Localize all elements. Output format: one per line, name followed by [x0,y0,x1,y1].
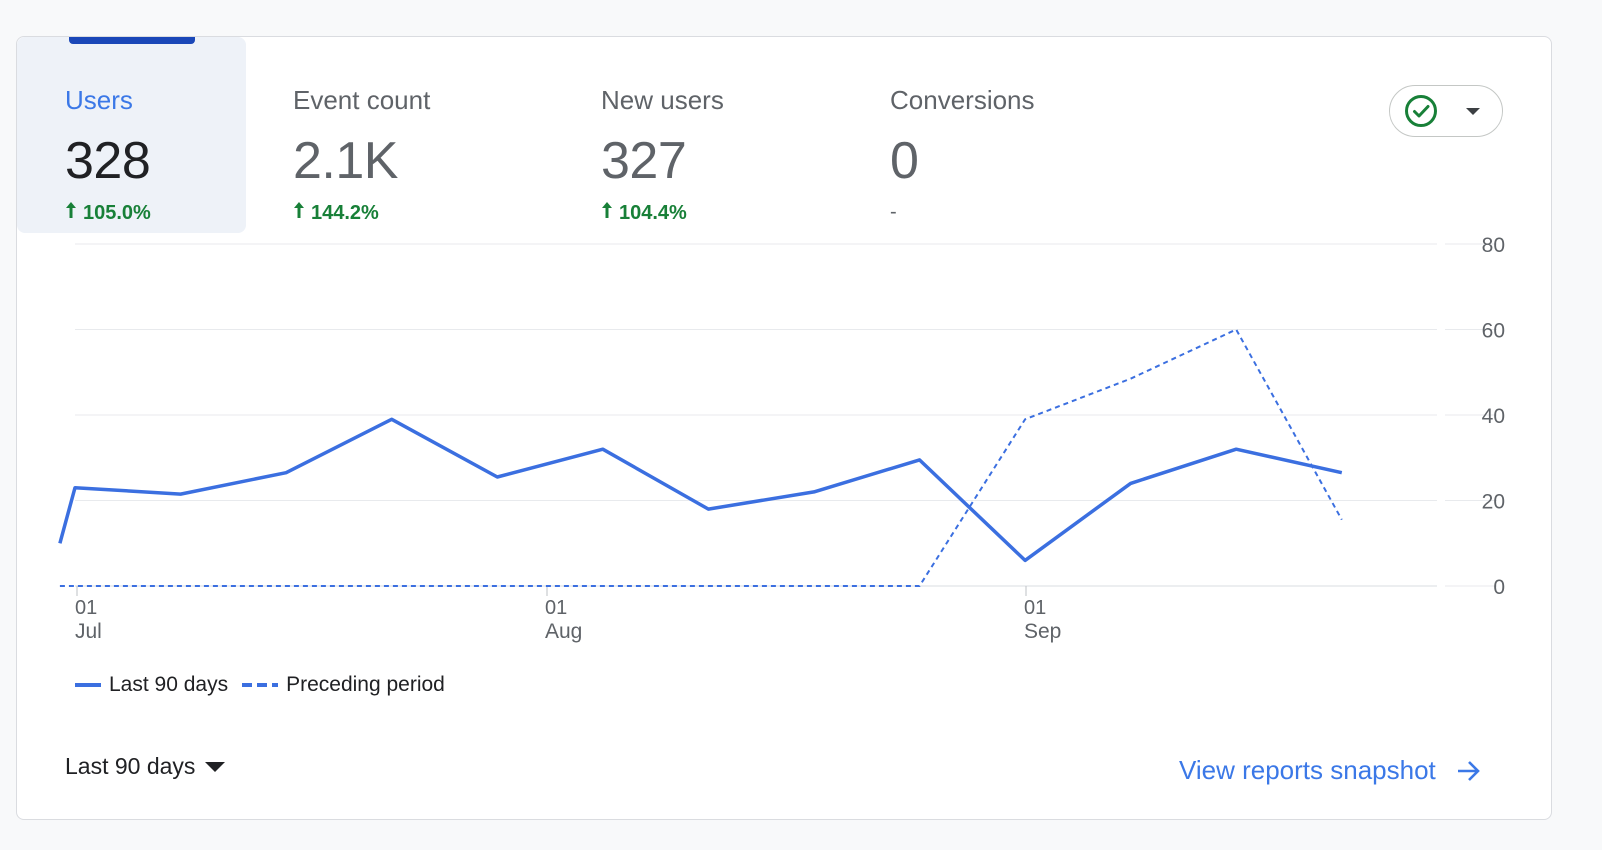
metric-label: Users [65,85,133,115]
metric-label: New users [601,85,724,115]
up-arrow-icon [293,201,305,225]
date-range-dropdown[interactable]: Last 90 days [65,753,226,780]
check-circle-icon [1404,94,1438,128]
metric-label: Event count [293,85,431,115]
date-range-label: Last 90 days [65,753,196,779]
metric-tab-conversions[interactable]: Conversions 0 - [890,37,1150,233]
x-tick-label-day: 01 [1024,597,1046,619]
metric-change: 104.4% [601,201,687,225]
metric-label: Conversions [890,85,1035,115]
metric-tab-event-count[interactable]: Event count 2.1K 144.2% [293,37,553,233]
y-tick-label: 20 [1482,491,1505,514]
metric-value: 0 [890,132,919,190]
x-tick-label-month: Sep [1024,620,1061,643]
y-tick-label: 40 [1482,405,1505,428]
legend-item-preceding-period: Preceding period [242,673,445,697]
metric-change: 105.0% [65,201,151,225]
selected-indicator [69,37,195,44]
metric-value: 327 [601,132,687,190]
metric-change-value: 144.2% [311,201,379,224]
up-arrow-icon [601,201,613,225]
series-line-preceding-period [59,328,1343,587]
caret-down-icon [205,761,226,772]
y-tick-label: 60 [1482,320,1505,343]
legend-item-last-90-days: Last 90 days [75,673,228,697]
legend-label: Preceding period [286,673,445,696]
metric-tab-new-users[interactable]: New users 327 104.4% [601,37,861,233]
status-dropdown-button[interactable] [1389,85,1503,137]
arrow-right-icon [1456,759,1482,783]
metric-change-value: 105.0% [83,201,151,224]
summary-card: Users 328 105.0% Event count 2.1K 144.2%… [16,36,1552,820]
link-label: View reports snapshot [1179,755,1436,785]
metric-change: - [890,201,897,224]
view-reports-snapshot-link[interactable]: View reports snapshot [1179,755,1482,786]
series-line-last-90-days [58,417,1343,563]
metric-value: 328 [65,132,151,190]
legend-swatch [75,683,101,687]
x-tick-label-month: Jul [75,620,102,643]
x-tick-label-month: Aug [545,620,582,643]
y-tick-label: 80 [1482,234,1505,257]
metric-value: 2.1K [293,132,398,190]
chart-legend: Last 90 days Preceding period [75,673,459,697]
legend-label: Last 90 days [109,673,229,696]
legend-swatch [242,683,279,687]
metric-change-value: - [890,201,897,223]
metric-change-value: 104.4% [619,201,687,224]
up-arrow-icon [65,201,77,225]
y-tick-label: 0 [1493,576,1505,599]
metric-tab-users[interactable]: Users 328 105.0% [17,37,246,233]
chevron-down-icon [1466,107,1480,115]
metric-change: 144.2% [293,201,379,225]
x-tick-label-day: 01 [545,597,567,619]
x-tick-label-day: 01 [75,597,97,619]
